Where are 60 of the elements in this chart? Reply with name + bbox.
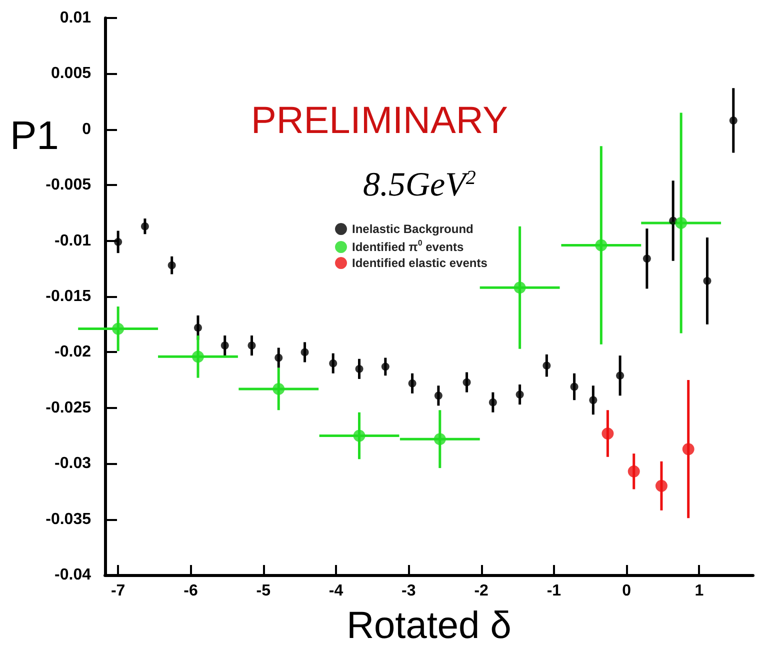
point	[329, 359, 338, 368]
x-tick-label: 0	[622, 582, 632, 600]
y-tick-label: 0.005	[50, 65, 92, 82]
x-axis-title: Rotated δ	[346, 605, 512, 647]
point	[274, 354, 283, 362]
point	[355, 364, 364, 373]
point	[675, 216, 688, 229]
point	[300, 348, 309, 356]
point	[168, 261, 176, 270]
legend-label: Inelastic Background	[352, 222, 474, 236]
x-tick-label: -3	[402, 582, 416, 600]
x-tick-label: -4	[328, 582, 344, 600]
y-tick-label: -0.035	[46, 510, 92, 528]
x-tick-label: -7	[110, 582, 126, 600]
point	[514, 282, 526, 294]
y-axis-title: P1	[10, 114, 59, 158]
point	[616, 372, 624, 380]
point	[570, 382, 578, 391]
x-tick-label: -2	[474, 582, 489, 600]
point	[462, 378, 471, 386]
x-tick-label: -5	[256, 582, 271, 600]
point	[602, 428, 614, 440]
point	[408, 379, 416, 388]
y-tick-label: -0.03	[54, 455, 92, 472]
y-tick-label: 0.01	[60, 10, 92, 26]
point	[655, 480, 668, 492]
y-tick-label: -0.04	[54, 566, 92, 584]
point	[729, 116, 738, 124]
y-tick-label: -0.005	[46, 176, 92, 194]
y-tick-label: -0.01	[54, 232, 92, 250]
point	[381, 362, 390, 371]
point	[628, 465, 640, 478]
point	[192, 350, 204, 363]
point	[682, 443, 694, 456]
point	[114, 238, 122, 246]
point	[595, 239, 608, 252]
annotation: PRELIMINARY	[251, 100, 508, 142]
point	[589, 396, 598, 404]
y-tick-label: -0.025	[46, 399, 92, 416]
y-tick-label: 0	[82, 120, 92, 138]
point	[488, 398, 497, 406]
point	[140, 222, 149, 230]
point	[194, 324, 202, 332]
x-tick-label: 1	[694, 582, 704, 600]
point	[542, 362, 551, 370]
point	[272, 382, 285, 395]
point	[434, 433, 446, 446]
legend-label: Identified elastic events	[352, 256, 488, 270]
point	[516, 390, 524, 399]
x-tick-label: -1	[546, 582, 562, 600]
point	[703, 276, 712, 285]
point	[353, 430, 366, 442]
point	[248, 342, 256, 350]
y-tick-label: -0.02	[54, 344, 92, 361]
point	[642, 254, 651, 263]
point	[220, 342, 229, 350]
y-tick-label: -0.015	[46, 288, 92, 305]
point	[112, 322, 124, 335]
point	[434, 392, 442, 400]
x-tick-label: -6	[184, 582, 198, 600]
